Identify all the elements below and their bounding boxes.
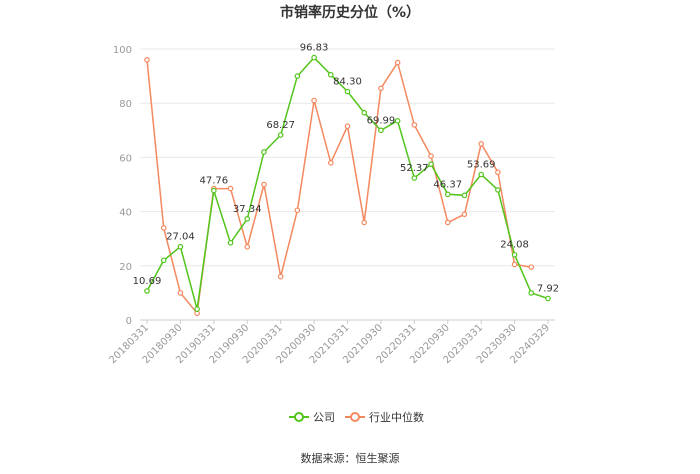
data-label: 47.76 (200, 176, 229, 187)
point-1 (394, 59, 401, 66)
point-0 (294, 73, 301, 79)
y-tick-label: 80 (119, 99, 132, 110)
point-1 (177, 290, 184, 296)
grid (140, 48, 555, 321)
data-label: 46.37 (433, 179, 462, 190)
point-0 (160, 257, 167, 264)
y-axis: 0 20 40 60 80 100 (113, 45, 132, 327)
y-tick-label: 60 (119, 153, 132, 164)
x-axis: 2018033120180930201903312019093020200331… (107, 320, 552, 366)
data-label: 10.69 (133, 276, 162, 287)
y-tick-label: 0 (126, 316, 132, 327)
data-label: 24.08 (500, 240, 529, 251)
data-label: 96.83 (300, 43, 329, 54)
legend-label: 行业中位数 (369, 410, 424, 424)
point-1 (294, 207, 301, 214)
point-0 (344, 88, 351, 95)
chart-title: 市销率历史分位（%） (280, 4, 420, 21)
data-label: 69.99 (367, 115, 396, 126)
y-tick-label: 40 (119, 208, 132, 219)
point-1 (227, 185, 234, 192)
point-0 (177, 243, 184, 250)
legend-marker (294, 412, 304, 422)
point-1 (495, 169, 501, 176)
point-0 (194, 306, 200, 312)
point-1 (344, 123, 351, 130)
point-0 (511, 251, 518, 258)
data-label: 52.37 (400, 163, 429, 174)
point-1 (461, 211, 468, 218)
data-label: 68.27 (266, 120, 295, 131)
data-label: 7.92 (537, 284, 559, 295)
point-0 (277, 132, 284, 138)
point-1 (528, 264, 535, 270)
point-0 (545, 295, 551, 302)
legend-marker (350, 412, 360, 422)
point-0 (478, 171, 484, 178)
legend: 公司 行业中位数 (289, 410, 424, 424)
point-0 (261, 149, 267, 155)
point-0 (144, 288, 150, 294)
point-1 (478, 141, 484, 147)
point-0 (227, 239, 234, 246)
point-0 (444, 191, 451, 198)
point-0 (244, 216, 251, 222)
point-0 (311, 54, 317, 61)
point-1 (311, 97, 317, 104)
point-0 (394, 118, 401, 124)
series-points (144, 54, 551, 317)
y-tick-label: 20 (119, 262, 132, 273)
point-0 (327, 71, 334, 78)
point-0 (411, 175, 418, 181)
data-label: 53.69 (467, 160, 496, 171)
point-1 (144, 57, 150, 63)
data-labels: 10.69 27.04 47.76 37.34 68.27 96.83 84.30 69.99… (133, 43, 559, 295)
point-0 (378, 127, 384, 134)
point-1 (277, 273, 284, 280)
point-1 (244, 244, 251, 250)
data-label: 27.04 (166, 232, 195, 243)
point-0 (528, 290, 535, 296)
point-1 (511, 261, 518, 268)
point-1 (378, 85, 384, 92)
point-0 (211, 187, 217, 194)
point-1 (428, 153, 434, 159)
source-note: 数据来源：恒生聚源 (301, 451, 400, 465)
point-0 (428, 161, 434, 167)
point-1 (261, 181, 267, 188)
point-1 (327, 160, 334, 166)
point-1 (361, 219, 368, 226)
point-0 (461, 192, 468, 199)
point-1 (160, 225, 167, 231)
data-label: 37.34 (233, 204, 262, 215)
y-tick-label: 100 (113, 45, 132, 56)
legend-label: 公司 (313, 411, 335, 424)
data-label: 84.30 (333, 77, 362, 88)
point-0 (495, 187, 501, 193)
point-1 (444, 219, 451, 226)
point-1 (411, 122, 418, 128)
point-0 (361, 109, 368, 116)
